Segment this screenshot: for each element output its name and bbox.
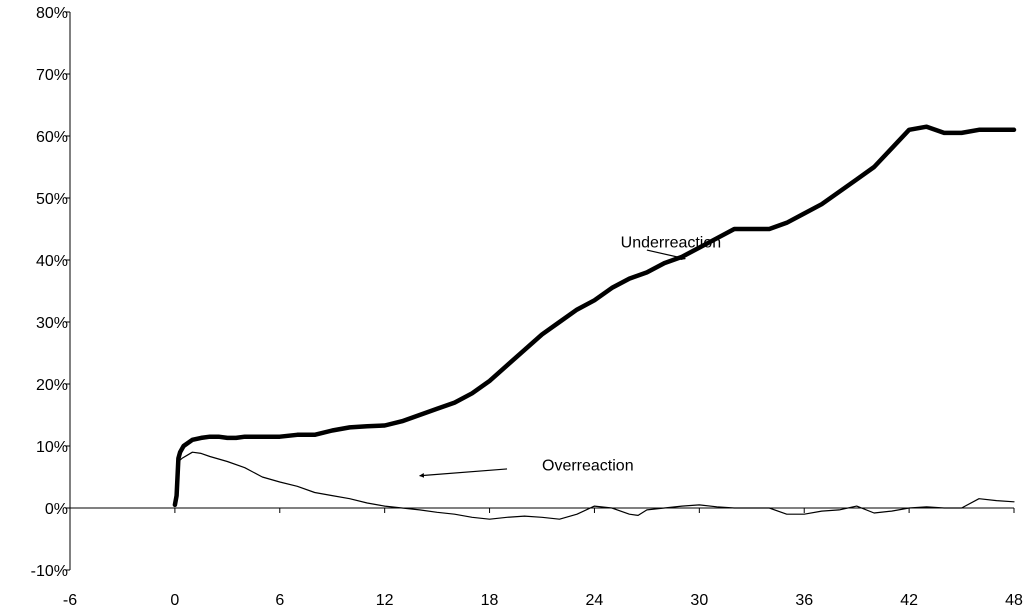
axes: -10% 0% 10% 20% 30% 40% 50% 60% 70% 80% -6 0 6 12 18 24…: [31, 5, 1023, 609]
overreaction-series-line: [174, 451, 1015, 520]
y-tick-label: -10%: [31, 563, 68, 580]
y-tick-label: 50%: [36, 191, 68, 208]
underreaction-annotation-arrow: [646, 249, 686, 261]
annotation-layer: Underreaction Overreaction: [419, 234, 722, 478]
y-tick-label: 20%: [36, 377, 68, 394]
underreaction-annotation-label: Underreaction: [621, 234, 722, 251]
x-tick-label: 24: [586, 592, 604, 609]
x-tick-label: 0: [170, 592, 179, 609]
series-layer: [172, 124, 1017, 520]
y-tick-label: 80%: [36, 5, 68, 22]
x-tick-label: 42: [900, 592, 918, 609]
x-tick-label: 18: [481, 592, 499, 609]
y-tick-label: 30%: [36, 315, 68, 332]
underreaction-series-line: [172, 124, 1017, 508]
y-tick-label: 10%: [36, 439, 68, 456]
overreaction-annotation-arrow: [419, 468, 508, 478]
x-tick-label: 6: [275, 592, 284, 609]
x-tick-label: 36: [795, 592, 813, 609]
y-tick-label: 40%: [36, 253, 68, 270]
x-tick-label: -6: [63, 592, 77, 609]
y-tick-label: 60%: [36, 129, 68, 146]
y-tick-label: 70%: [36, 67, 68, 84]
y-tick-label: 0%: [45, 501, 68, 518]
x-tick-label: 30: [690, 592, 708, 609]
x-tick-label: 48: [1005, 592, 1023, 609]
x-tick-label: 12: [376, 592, 394, 609]
overreaction-annotation-label: Overreaction: [542, 458, 634, 475]
